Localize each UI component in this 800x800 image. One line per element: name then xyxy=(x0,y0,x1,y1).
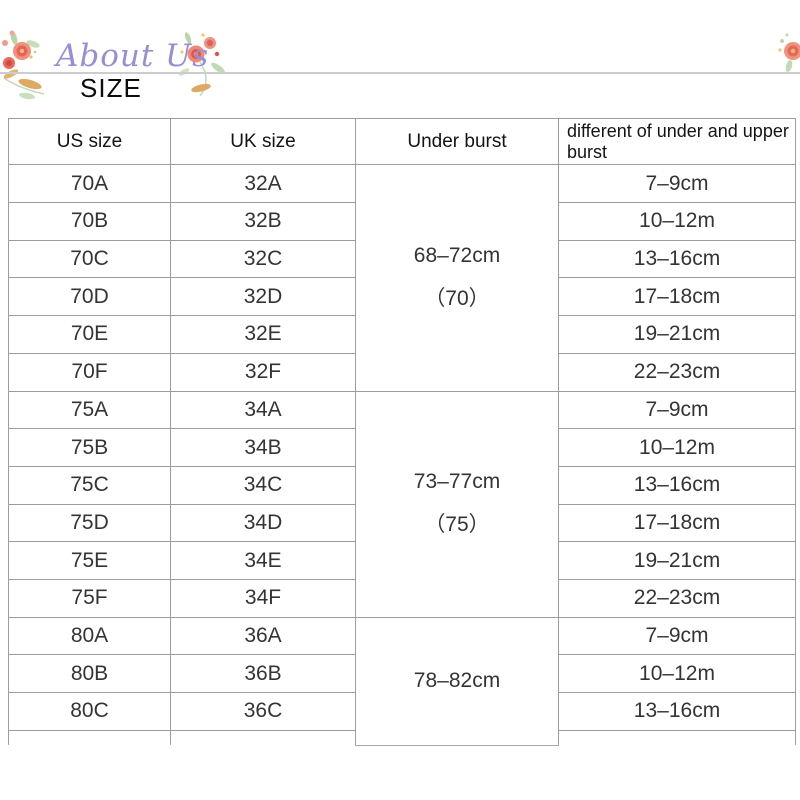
flower-bud-right-icon xyxy=(778,33,800,72)
difference-cell: 19–21cm xyxy=(558,315,796,354)
us-size-cell: 70E xyxy=(8,315,171,354)
uk-size-cell: 36C xyxy=(170,692,356,731)
difference-cell: 10–12m xyxy=(558,428,796,467)
table-row: 80B 36B 10–12m xyxy=(8,654,796,693)
difference-cell: 10–12m xyxy=(558,654,796,693)
table-row: 75A 34A 73–77cm （75） 7–9cm xyxy=(8,390,796,618)
uk-size-cell: 34E xyxy=(170,541,356,580)
table-row: 75F 34F 22–23cm xyxy=(8,578,796,618)
us-size-cell: 70C xyxy=(8,239,171,279)
uk-size-cell: 36A xyxy=(170,616,356,656)
divider-line xyxy=(0,72,800,74)
us-size-cell: 75A xyxy=(8,390,171,430)
difference-cell: 22–23cm xyxy=(558,352,796,392)
us-size-cell: 80A xyxy=(8,616,171,656)
uk-size-cell: 32E xyxy=(170,315,356,354)
difference-cell: 19–21cm xyxy=(558,541,796,580)
uk-size-cell: 34F xyxy=(170,578,356,618)
table-row: 70E 32E 19–21cm xyxy=(8,315,796,354)
uk-size-cell: 32F xyxy=(170,352,356,392)
us-size-cell: 70B xyxy=(8,202,171,241)
difference-cell: 7–9cm xyxy=(558,164,796,204)
uk-size-cell: 34D xyxy=(170,503,356,543)
us-size-cell: 75D xyxy=(8,503,171,543)
difference-cell: 10–12m xyxy=(558,202,796,241)
under-burst-note: （70） xyxy=(424,286,490,310)
table-row: 70B 32B 10–12m xyxy=(8,202,796,241)
image-bottom-fade xyxy=(0,743,800,788)
header-us-size: US size xyxy=(8,117,171,166)
us-size-cell xyxy=(8,729,171,746)
table-row: 75B 34B 10–12m xyxy=(8,428,796,467)
size-table: US size UK size Under burst different of… xyxy=(8,117,796,746)
uk-size-cell: 34A xyxy=(170,390,356,430)
us-size-cell: 70A xyxy=(8,164,171,204)
difference-cell: 13–16cm xyxy=(558,465,796,505)
difference-cell: 7–9cm xyxy=(558,616,796,656)
us-size-cell: 75F xyxy=(8,578,171,618)
table-row: 70C 32C 13–16cm xyxy=(8,239,796,279)
table-row: 75E 34E 19–21cm xyxy=(8,541,796,580)
under-burst-cell: 78–82cm xyxy=(355,616,559,746)
uk-size-cell: 32B xyxy=(170,202,356,241)
header-row: US size UK size Under burst different of… xyxy=(8,117,796,166)
header-under-burst: Under burst xyxy=(355,117,559,166)
table-row: 70A 32A 68–72cm （70） 7–9cm xyxy=(8,164,796,392)
us-size-cell: 75C xyxy=(8,465,171,505)
size-chart: US size UK size Under burst different of… xyxy=(8,117,796,746)
difference-cell: 22–23cm xyxy=(558,578,796,618)
difference-cell: 13–16cm xyxy=(558,692,796,731)
us-size-cell: 80B xyxy=(8,654,171,693)
size-heading: SIZE xyxy=(80,73,142,103)
table-row: 75C 34C 13–16cm xyxy=(8,465,796,505)
table-row: 75D 34D 17–18cm xyxy=(8,503,796,543)
difference-cell: 17–18cm xyxy=(558,277,796,317)
uk-size-cell: 34C xyxy=(170,465,356,505)
us-size-cell: 70F xyxy=(8,352,171,392)
us-size-cell: 75E xyxy=(8,541,171,580)
under-burst-cell: 73–77cm （75） xyxy=(355,390,559,618)
difference-cell xyxy=(558,729,796,746)
table-row: 80A 36A 78–82cm 7–9cm xyxy=(8,616,796,746)
uk-size-cell xyxy=(170,729,356,746)
table-row: 80C 36C 13–16cm xyxy=(8,692,796,731)
flower-cluster-left-icon xyxy=(2,30,45,100)
under-burst-range: 73–77cm xyxy=(413,470,501,494)
under-burst-cell: 68–72cm （70） xyxy=(355,164,559,392)
header-difference: different of under and upper burst xyxy=(558,117,796,166)
uk-size-cell: 32D xyxy=(170,277,356,317)
about-us-script-title: About Us xyxy=(56,38,210,74)
uk-size-cell: 36B xyxy=(170,654,356,693)
uk-size-cell: 32C xyxy=(170,239,356,279)
banner: About Us SIZE xyxy=(0,0,800,118)
us-size-cell: 70D xyxy=(8,277,171,317)
uk-size-cell: 32A xyxy=(170,164,356,204)
under-burst-range: 78–82cm xyxy=(413,669,501,693)
difference-cell: 17–18cm xyxy=(558,503,796,543)
under-burst-range: 68–72cm xyxy=(413,243,501,267)
header-uk-size: UK size xyxy=(170,117,356,166)
uk-size-cell: 34B xyxy=(170,428,356,467)
us-size-cell: 75B xyxy=(8,428,171,467)
us-size-cell: 80C xyxy=(8,692,171,731)
difference-cell: 13–16cm xyxy=(558,239,796,279)
under-burst-note: （75） xyxy=(424,513,490,537)
table-row-cutoff xyxy=(8,729,796,746)
table-row: 70D 32D 17–18cm xyxy=(8,277,796,317)
difference-cell: 7–9cm xyxy=(558,390,796,430)
